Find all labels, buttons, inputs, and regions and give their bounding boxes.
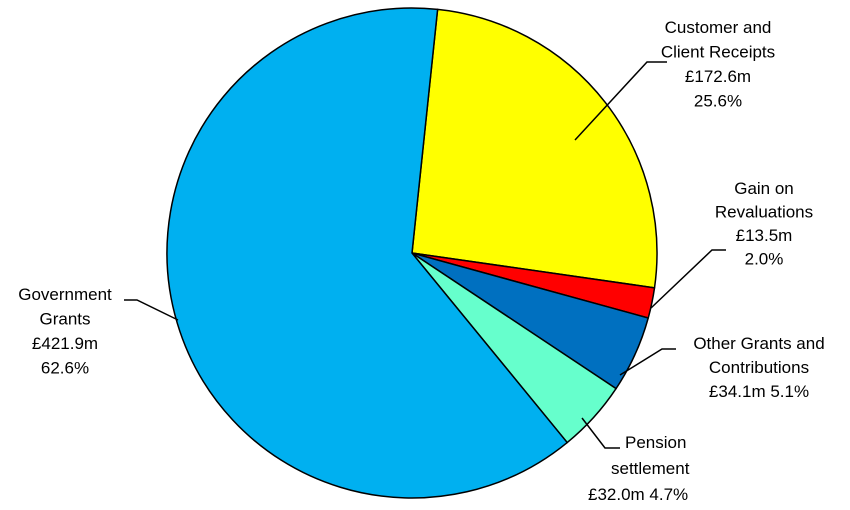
pie-slice-government-grants — [166, 7, 568, 499]
data-label-gain-on-revaluations: Gain on Revaluations £13.5m 2.0% — [715, 179, 813, 269]
leader-lines — [124, 61, 726, 449]
leader-line — [574, 61, 667, 141]
pie-slice-customer-and-client-receipts — [411, 8, 658, 289]
data-label-customer-and-client-receipts: Customer and Client Receipts £172.6m 25.6% — [661, 18, 775, 111]
leader-line — [619, 348, 676, 376]
pie-slices — [166, 7, 658, 499]
leader-line — [650, 249, 726, 309]
data-labels: Customer and Client Receipts £172.6m 25.6% G… — [18, 18, 824, 504]
leader-line — [124, 299, 179, 321]
data-label-government-grants: Government Grants £421.9m 62.6% — [18, 285, 112, 378]
data-label-other-grants-and-contributions: Other Grants and Contributions £34.1m 5.1% — [693, 334, 824, 401]
leader-line — [581, 417, 620, 449]
data-label-pension-settlement: Pension settlement £32.0m 4.7% — [588, 433, 690, 504]
